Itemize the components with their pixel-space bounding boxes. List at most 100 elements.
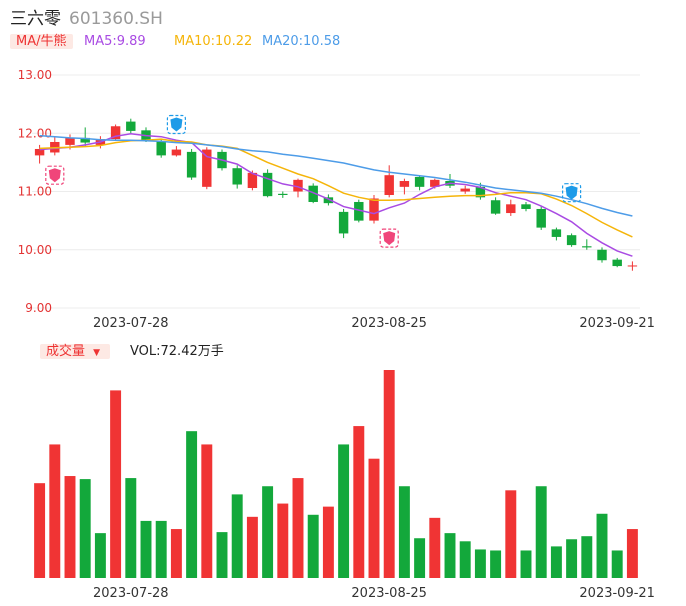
bull-signal-icon (48, 168, 61, 183)
candle-down (186, 151, 197, 178)
volume-bar (246, 516, 258, 578)
candle-down (475, 186, 486, 198)
volume-bar (155, 520, 167, 578)
ma10-legend: MA10:10.22 (174, 34, 253, 49)
volume-bar (170, 529, 182, 578)
candle-down (582, 246, 592, 248)
indicator-selector-tag[interactable]: MA/牛熊 (10, 34, 73, 49)
volume-bar (368, 458, 380, 578)
volume-bar (140, 520, 152, 578)
candle-up (247, 172, 258, 189)
volume-bar (383, 370, 395, 578)
dropdown-caret-icon: ▼ (93, 348, 101, 358)
volume-bar (49, 444, 61, 578)
ma20-legend: MA20:10.58 (262, 34, 341, 49)
volume-bar (444, 533, 456, 578)
date-tick-label: 2023-07-28 (93, 586, 169, 601)
date-tick-label: 2023-09-21 (579, 586, 655, 601)
signal-frame (45, 165, 65, 185)
volume-bar (125, 478, 137, 578)
candle-down (80, 137, 90, 143)
candle-down (414, 176, 425, 187)
volume-bar (520, 550, 532, 578)
volume-bar (490, 550, 502, 578)
volume-bar (338, 444, 350, 578)
candle-up (384, 175, 394, 195)
signal-frame (379, 228, 399, 248)
stock-name: 三六零 (10, 9, 61, 29)
volume-bar (459, 541, 471, 578)
signal-frame (166, 114, 186, 135)
ma5-legend: MA5:9.89 (84, 34, 146, 49)
volume-bar (34, 483, 46, 578)
bull-signal-icon (383, 231, 396, 246)
candle-down (323, 197, 334, 204)
price-tick-label: 12.00 (18, 126, 52, 140)
volume-bar (186, 431, 198, 578)
candle-up (293, 179, 303, 192)
candle-down (308, 185, 318, 202)
date-tick-label: 2023-08-25 (351, 316, 427, 331)
candle-down (338, 211, 349, 234)
volume-bar (110, 390, 122, 578)
candle-up (399, 181, 410, 187)
volume-bar (201, 444, 213, 578)
volume-bar (307, 514, 319, 578)
stock-code: 601360.SH (69, 9, 163, 29)
candle-down (490, 200, 501, 214)
volume-bar (262, 486, 274, 578)
volume-bar (79, 479, 91, 578)
date-tick-label: 2023-08-25 (351, 586, 427, 601)
candle-down (262, 172, 273, 197)
price-tick-label: 10.00 (18, 243, 52, 257)
volume-bar (398, 486, 410, 578)
bear-signal-icon (565, 185, 578, 200)
volume-bar (429, 517, 441, 578)
volume-value: VOL:72.42万手 (130, 344, 224, 359)
candle-down (597, 249, 607, 261)
volume-bar (505, 490, 517, 578)
volume-bar (292, 478, 304, 578)
volume-bar (550, 546, 562, 578)
signal-frame (561, 183, 582, 203)
volume-bar (353, 426, 365, 578)
volume-bar (566, 539, 578, 578)
volume-bar (64, 476, 76, 578)
volume-bar (414, 538, 426, 578)
candle-down (536, 208, 546, 228)
candle-up (65, 137, 75, 145)
volume-bar (216, 532, 228, 578)
price-tick-label: 9.00 (25, 301, 52, 315)
ma-legend-tag[interactable]: MA/牛熊 (10, 31, 73, 53)
candle-up (506, 204, 516, 214)
volume-tag-box[interactable]: 成交量 ▼ (40, 344, 111, 359)
candle-up (34, 148, 45, 156)
date-tick-label: 2023-07-28 (93, 316, 169, 331)
ma5-line (39, 133, 633, 257)
candle-up (430, 179, 440, 187)
price-tick-label: 11.00 (18, 185, 52, 199)
volume-bar (535, 486, 547, 578)
volume-bar (596, 513, 608, 578)
ma20-line (39, 134, 633, 217)
volume-bar (581, 536, 593, 578)
candle-down (278, 193, 288, 195)
stock-header: 三六零 601360.SH (10, 4, 163, 29)
candle-up (202, 149, 212, 187)
candle-down (551, 229, 562, 237)
volume-tag-label: 成交量 (46, 344, 86, 359)
candle-down (156, 141, 166, 156)
candle-up (369, 198, 379, 221)
candle-down (232, 168, 242, 185)
candle-up (627, 265, 638, 267)
bear-signal-icon (170, 117, 183, 132)
volume-bar (277, 503, 289, 578)
candle-down (521, 204, 531, 209)
volume-indicator-tag[interactable]: 成交量 ▼ (40, 342, 111, 362)
candle-up (171, 149, 182, 156)
candle-down (612, 259, 622, 267)
candle-up (110, 126, 121, 140)
candle-up (460, 188, 470, 192)
volume-bar (94, 533, 106, 578)
